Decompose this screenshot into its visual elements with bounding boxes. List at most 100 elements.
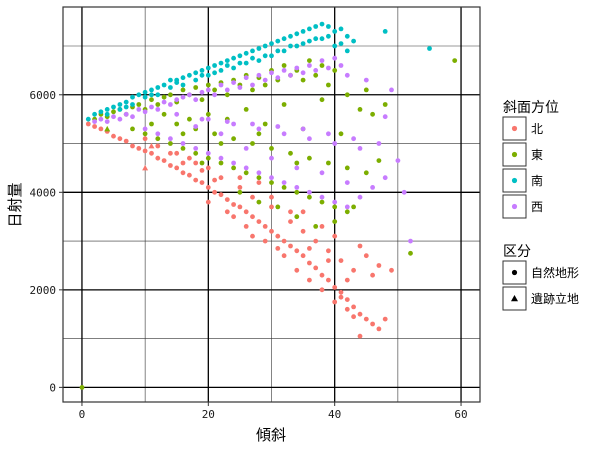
data-point (427, 46, 432, 51)
data-point (300, 77, 306, 83)
data-point (307, 26, 312, 32)
data-point (351, 204, 356, 210)
data-point (363, 253, 369, 259)
data-point (307, 155, 312, 161)
data-point (408, 238, 413, 244)
data-point (180, 141, 186, 146)
data-point (243, 75, 249, 81)
data-point (130, 143, 135, 149)
data-point (300, 29, 306, 34)
data-point (218, 60, 224, 66)
data-point (199, 180, 205, 186)
legend-label: 自然地形 (531, 265, 579, 280)
data-point (205, 72, 211, 78)
data-point (332, 141, 338, 146)
y-tick-label: 0 (49, 381, 56, 394)
data-point (231, 55, 237, 61)
data-point (224, 92, 230, 98)
data-point (205, 155, 211, 161)
data-point (149, 104, 154, 110)
data-point (193, 160, 199, 166)
data-point (250, 233, 255, 239)
data-point (344, 165, 350, 171)
color-legend-item: 南 (502, 168, 543, 193)
data-point (199, 89, 205, 95)
data-point (313, 24, 319, 29)
data-point (98, 116, 104, 122)
data-point (168, 102, 173, 107)
data-point (199, 168, 205, 173)
legend-swatch (511, 125, 518, 132)
data-point (237, 60, 243, 66)
y-axis: 0 2000 4000 6000 (30, 89, 63, 394)
data-point (269, 194, 274, 200)
plot-border (62, 6, 481, 403)
data-point (319, 36, 325, 42)
data-point (269, 70, 274, 76)
data-point (269, 228, 274, 234)
data-point (98, 126, 104, 132)
data-point (130, 102, 135, 107)
data-point (212, 92, 218, 98)
data-point (332, 29, 338, 34)
data-point (92, 119, 97, 124)
data-point (250, 141, 255, 146)
data-point (382, 114, 388, 120)
site-data-point (104, 125, 111, 132)
x-tick-label: 40 (328, 408, 341, 421)
data-point (344, 180, 350, 186)
data-point (250, 214, 255, 220)
data-point (92, 111, 97, 117)
data-point (231, 65, 237, 71)
data-point (344, 297, 350, 302)
data-point (300, 126, 306, 132)
data-point (281, 48, 287, 54)
x-axis-title: 傾斜 (256, 426, 286, 444)
data-point (224, 209, 230, 215)
data-point (155, 92, 161, 98)
data-point (231, 165, 237, 171)
data-point (111, 114, 116, 120)
data-point (224, 197, 230, 203)
x-tick-label: 20 (202, 408, 215, 421)
data-point (199, 68, 205, 73)
data-point (281, 180, 287, 186)
data-point (307, 58, 312, 63)
data-point (142, 131, 148, 137)
data-point (218, 68, 224, 73)
data-point (389, 87, 394, 93)
data-point (149, 97, 154, 103)
data-point (168, 77, 173, 83)
data-point (205, 185, 211, 190)
data-point (351, 304, 356, 310)
data-point (294, 189, 300, 195)
data-point (326, 248, 331, 254)
data-point (117, 116, 123, 122)
data-point (313, 72, 319, 78)
data-point (193, 150, 199, 156)
data-point (136, 146, 142, 151)
triangle-icon (511, 295, 518, 302)
data-point (174, 97, 180, 103)
data-point (174, 165, 180, 171)
data-point (155, 102, 161, 107)
data-point (351, 136, 356, 142)
data-point (243, 170, 249, 176)
data-point (370, 321, 375, 327)
data-point (344, 306, 350, 312)
data-point (326, 277, 331, 283)
data-point (382, 102, 388, 107)
data-point (180, 82, 186, 88)
data-point (332, 299, 338, 305)
data-point (288, 43, 293, 49)
data-point (218, 82, 224, 88)
data-point (382, 29, 388, 34)
y-tick-label: 2000 (30, 284, 57, 297)
data-point (218, 192, 224, 198)
data-point (288, 33, 293, 39)
data-point (237, 185, 243, 190)
data-point (344, 33, 350, 39)
data-point (98, 109, 104, 115)
data-point (142, 136, 148, 142)
